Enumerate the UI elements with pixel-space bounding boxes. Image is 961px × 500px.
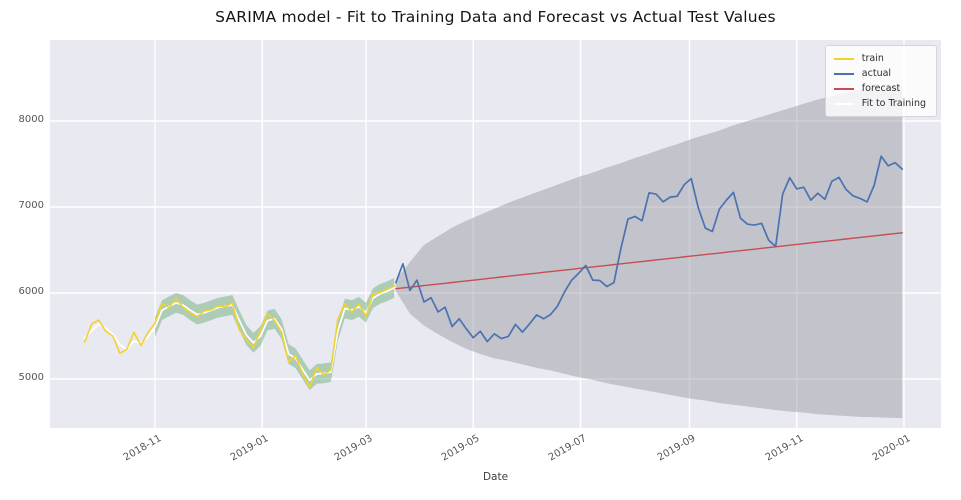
x-tick-label: 2018-11 bbox=[121, 433, 164, 464]
fit-confidence-band bbox=[155, 277, 395, 391]
train-line bbox=[83, 285, 395, 388]
chart-title: SARIMA model - Fit to Training Data and … bbox=[215, 8, 776, 26]
x-tick-label: 2019-11 bbox=[763, 433, 806, 464]
x-axis-label: Date bbox=[482, 471, 509, 483]
plot-area: train actual forecast Fit to Training bbox=[50, 40, 941, 428]
legend-swatch-train bbox=[833, 57, 854, 60]
legend-item-fit-to-training: Fit to Training bbox=[833, 96, 926, 111]
x-tick-label: 2019-05 bbox=[440, 433, 482, 464]
legend-label-forecast: forecast bbox=[861, 83, 901, 94]
x-tick-label: 2019-09 bbox=[656, 433, 698, 464]
legend-label-train: train bbox=[861, 53, 884, 64]
x-tick-label: 2020-01 bbox=[870, 433, 913, 464]
legend-item-actual: actual bbox=[833, 66, 926, 81]
forecast-confidence-band bbox=[395, 86, 903, 419]
legend-label-fit-to-training: Fit to Training bbox=[861, 98, 926, 109]
x-tick-label: 2019-01 bbox=[229, 433, 271, 464]
y-tick-label: 5000 bbox=[18, 372, 44, 383]
legend-swatch-fit-to-training bbox=[833, 102, 854, 105]
actual-line bbox=[395, 155, 904, 343]
legend-item-train: train bbox=[833, 51, 926, 66]
fit-to-training-line bbox=[83, 286, 395, 382]
y-tick-label: 6000 bbox=[18, 286, 44, 297]
legend-swatch-forecast bbox=[833, 87, 854, 90]
x-tick-label: 2019-03 bbox=[332, 433, 375, 464]
x-tick-label: 2019-07 bbox=[547, 433, 589, 464]
legend-item-forecast: forecast bbox=[833, 81, 926, 96]
legend-label-actual: actual bbox=[861, 68, 892, 79]
legend: train actual forecast Fit to Training bbox=[824, 45, 937, 117]
chart-canvas bbox=[50, 40, 941, 428]
y-tick-label: 8000 bbox=[18, 114, 44, 125]
forecast-line bbox=[395, 232, 903, 290]
legend-swatch-actual bbox=[833, 72, 854, 75]
y-tick-label: 7000 bbox=[18, 200, 44, 211]
